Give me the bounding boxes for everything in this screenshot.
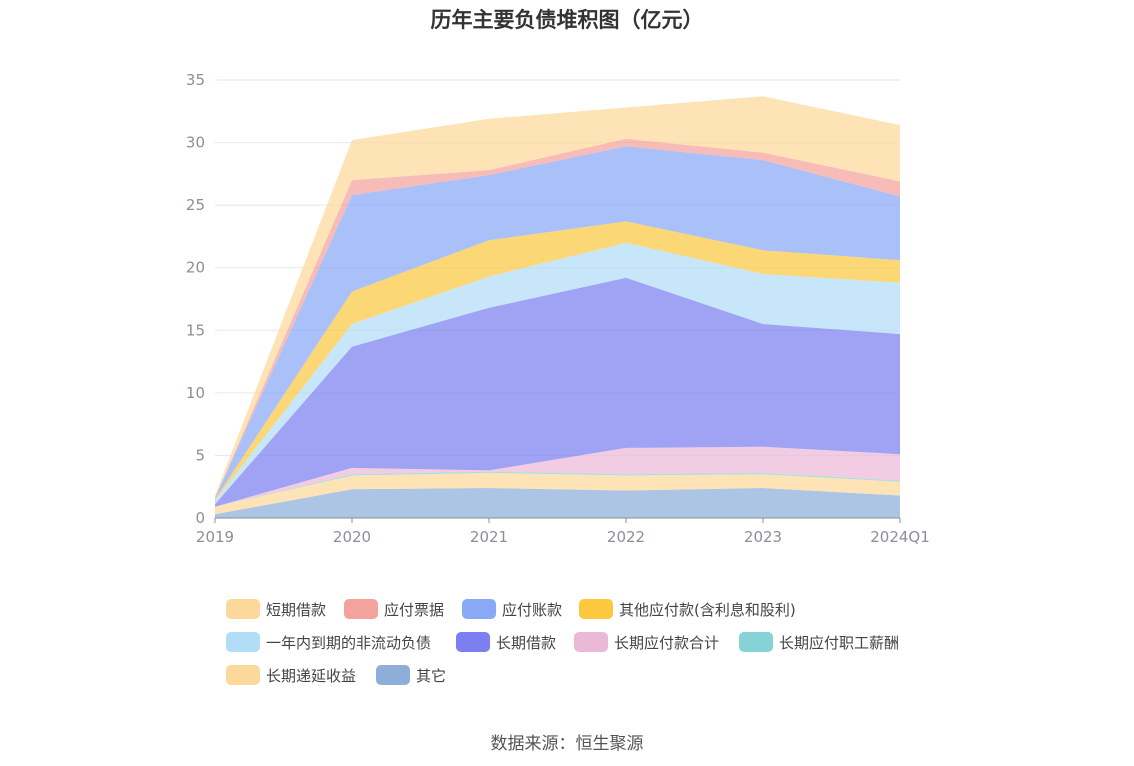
x-tick-label: 2023 (744, 528, 782, 546)
legend-swatch (462, 599, 496, 619)
y-tick-label: 35 (186, 71, 205, 89)
legend-item[interactable]: 长期应付款合计 (574, 631, 719, 653)
legend-label: 长期递延收益 (266, 666, 357, 685)
legend-label: 长期应付职工薪酬 (779, 633, 900, 652)
x-tick-label: 2020 (333, 528, 371, 546)
legend-swatch (574, 632, 608, 652)
area-series-3[interactable] (215, 446, 900, 507)
legend-item[interactable]: 长期借款 (456, 631, 556, 653)
area-series-9[interactable] (215, 96, 900, 499)
legend-item[interactable]: 应付账款 (462, 598, 562, 620)
legend-swatch (376, 665, 410, 685)
legend-swatch (739, 632, 773, 652)
area-series-0[interactable] (215, 488, 900, 518)
axes: 0 5 10 15 20 25 30 35 2019 2020 2021 2022 2023 2024Q1 (186, 71, 930, 546)
y-tick-label: 20 (186, 259, 205, 277)
legend-label: 长期应付款合计 (614, 633, 720, 652)
y-tick-label: 10 (186, 384, 205, 402)
legend-swatch (226, 665, 260, 685)
x-tick-label: 2021 (470, 528, 508, 546)
legend-label: 短期借款 (266, 600, 327, 619)
legend-swatch (344, 599, 378, 619)
legend-label: 其它 (416, 666, 447, 685)
area-series-4[interactable] (215, 277, 900, 507)
chart-title: 历年主要负债堆积图（亿元） (430, 8, 704, 32)
legend-item[interactable]: 长期递延收益 (226, 664, 356, 686)
legend-item[interactable]: 一年内到期的非流动负债 (226, 631, 431, 653)
legend-item[interactable]: 应付票据 (344, 598, 444, 620)
legend-swatch (226, 599, 260, 619)
legend-swatch (456, 632, 490, 652)
area-series-1[interactable] (215, 472, 900, 515)
legend-swatch (579, 599, 613, 619)
y-tick-label: 15 (186, 321, 205, 339)
x-tick-label: 2022 (607, 528, 645, 546)
y-tick-label: 5 (195, 446, 205, 464)
stacked-area-chart: 0 5 10 15 20 25 30 35 2019 2020 2021 2022 2023 2024Q1 (186, 71, 930, 546)
source-note: 数据来源：恒生聚源 (490, 734, 644, 754)
legend-swatch (226, 632, 260, 652)
area-series-6[interactable] (215, 221, 900, 501)
legend-item[interactable]: 长期应付职工薪酬 (739, 631, 899, 653)
legend-label: 应付账款 (502, 600, 563, 619)
y-tick-label: 25 (186, 196, 205, 214)
legend-item[interactable]: 其它 (376, 664, 446, 686)
area-series-7[interactable] (215, 146, 900, 500)
area-series-group (215, 96, 900, 518)
y-tick-label: 0 (195, 509, 205, 527)
x-tick-label: 2019 (196, 528, 234, 546)
legend-item[interactable]: 其他应付款(含利息和股利) (579, 598, 796, 620)
y-tick-label: 30 (186, 134, 205, 152)
legend-item[interactable]: 短期借款 (226, 598, 326, 620)
area-series-8[interactable] (215, 138, 900, 499)
legend-label: 长期借款 (496, 633, 557, 652)
legend-label: 应付票据 (384, 600, 445, 619)
area-series-5[interactable] (215, 242, 900, 505)
legend-label: 一年内到期的非流动负债 (266, 633, 432, 652)
legend-label: 其他应付款(含利息和股利) (619, 600, 796, 619)
x-tick-label: 2024Q1 (870, 528, 930, 546)
